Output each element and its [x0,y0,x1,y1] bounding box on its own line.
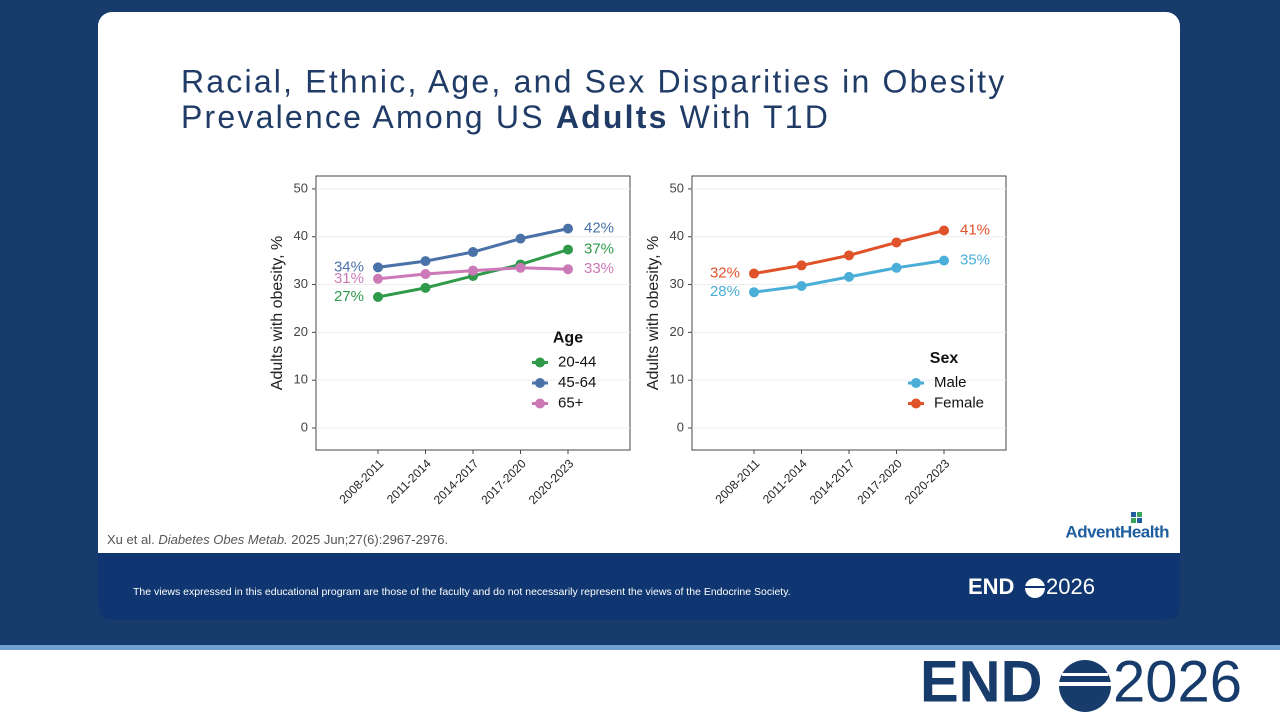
y-tick-label: 40 [670,228,684,243]
title-part: Adults [556,99,669,135]
logo-globe-line [1062,673,1108,676]
legend-title: Sex [930,350,959,367]
y-tick-label: 0 [301,419,308,434]
data-point [515,262,526,273]
legend-swatch [911,378,921,388]
value-label: 42% [584,220,614,237]
y-tick-label: 50 [670,180,684,195]
card-footer [98,553,1180,620]
plot-panel [691,175,1007,451]
value-label: 41% [960,221,990,238]
logo-globe-line [1059,682,1111,686]
stripe [0,645,1280,650]
value-label: 33% [584,260,614,277]
legend-swatch [535,378,545,388]
data-point [468,247,478,258]
citation: Xu et al. Diabetes Obes Metab. 2025 Jun;… [107,532,448,547]
value-label: 35% [960,252,990,269]
data-point [844,271,854,282]
data-point [891,262,902,273]
value-label: 27% [334,288,364,305]
data-point [563,244,573,255]
logo-text: 2026 [1046,574,1095,599]
data-point [468,265,478,276]
y-tick-label: 0 [677,419,684,434]
y-tick-label: 10 [670,372,684,387]
data-point [563,264,573,275]
data-point [939,255,949,266]
citation-part: 2025 Jun;27(6):2967-2976. [288,532,448,547]
legend-label: 20-44 [558,353,596,370]
logo-mark [1131,512,1136,517]
legend-swatch [911,398,921,409]
logo-text: 2026 [1113,649,1242,714]
y-tick-label: 10 [294,372,308,387]
logo-mark [1137,512,1142,517]
data-point [420,269,431,280]
event-logo-large: END 2026 [920,649,1242,714]
legend-label: 65+ [558,394,584,411]
y-tick-label: 20 [670,324,684,339]
logo-text: END [968,574,1014,599]
logo-mark [1131,518,1136,523]
data-point [796,260,807,271]
logo-text: END [920,649,1042,714]
legend-swatch [535,357,545,368]
value-label: 37% [584,241,614,258]
citation-part: Xu et al. [107,532,158,547]
data-point [891,237,902,248]
citation-part: Diabetes Obes Metab. [158,532,287,547]
y-tick-label: 50 [294,180,308,195]
legend-label: Male [934,374,967,391]
legend-label: 45-64 [558,374,596,391]
data-point [373,273,383,284]
sponsor-logo: AdventHealth [1065,512,1170,541]
data-point [373,262,383,273]
y-axis-title: Adults with obesity, % [645,236,662,390]
title-part: With T1D [669,99,830,135]
logo-globe-line [1025,586,1045,588]
y-axis-title: Adults with obesity, % [269,236,286,390]
legend-swatch [535,398,545,409]
plot-panel [315,175,631,451]
y-tick-label: 30 [294,276,308,291]
data-point [844,250,854,261]
value-label: 31% [334,270,364,287]
data-point [420,256,431,267]
value-label: 28% [710,283,740,300]
data-point [796,280,807,291]
data-point [373,291,383,302]
title: Prevalence Among US Adults With T1D [181,99,830,135]
data-point [939,225,949,236]
y-tick-label: 40 [294,228,308,243]
logo-mark [1137,518,1142,523]
value-label: 32% [710,265,740,282]
title: Racial, Ethnic, Age, and Sex Disparities… [181,63,1006,99]
y-tick-label: 30 [670,276,684,291]
y-tick-label: 20 [294,324,308,339]
data-point [749,287,759,298]
data-point [563,223,573,234]
data-point [515,233,526,244]
event-logo-small: END 2026 [968,574,1095,599]
title-part: Prevalence Among US [181,99,556,135]
sponsor-name: AdventHealth [1065,522,1169,541]
value-label: 34% [334,258,364,275]
disclaimer: The views expressed in this educational … [133,586,791,598]
legend-title: Age [553,330,583,347]
legend-label: Female [934,394,984,411]
data-point [749,268,759,279]
data-point [420,282,431,293]
card [98,12,1180,620]
